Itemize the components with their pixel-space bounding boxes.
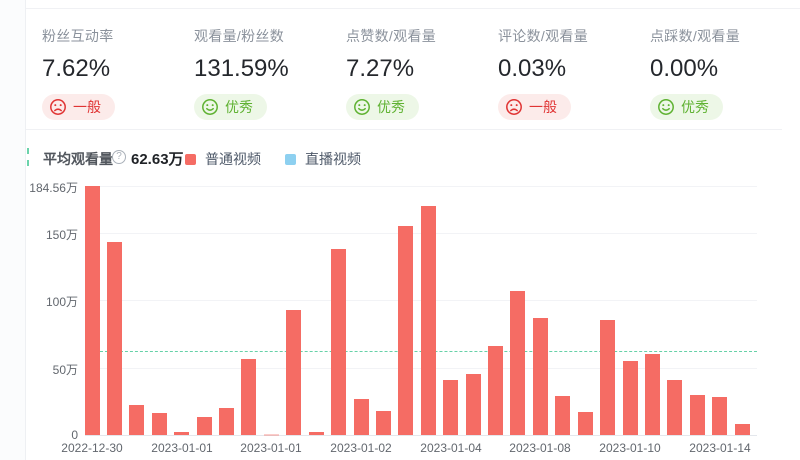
bar[interactable] xyxy=(645,354,660,435)
x-axis-tick-label: 2023-01-08 xyxy=(509,441,571,455)
metric-value: 0.03% xyxy=(498,55,567,82)
legend-item-normal-video[interactable]: 普通视频 xyxy=(185,149,261,169)
metric-card: 评论数/观看量 0.03% 一般 xyxy=(498,26,650,121)
bar[interactable] xyxy=(241,359,256,435)
x-axis-line xyxy=(85,435,757,436)
x-axis-tick-label: 2023-01-14 xyxy=(689,441,751,455)
rating-badge: 优秀 xyxy=(194,94,267,120)
metric-value: 0.00% xyxy=(650,55,719,82)
bar[interactable] xyxy=(533,318,548,435)
gridline xyxy=(85,186,757,187)
panel-top-border xyxy=(26,8,800,9)
metric-card: 点踩数/观看量 0.00% 优秀 xyxy=(650,26,800,121)
bar[interactable] xyxy=(309,432,324,435)
live-video-swatch-icon xyxy=(285,153,296,165)
bar[interactable] xyxy=(712,397,727,435)
x-axis-tick-label: 2023-01-01 xyxy=(240,441,302,455)
metric-value: 7.27% xyxy=(346,55,415,82)
rating-text: 一般 xyxy=(529,99,557,115)
panel-left-border xyxy=(25,0,26,460)
help-icon[interactable] xyxy=(112,150,126,164)
bar[interactable] xyxy=(174,432,189,435)
chart-header: 平均观看量 62.63万 普通视频 直播视频 xyxy=(0,145,800,169)
metric-label: 点踩数/观看量 xyxy=(650,28,740,44)
bar[interactable] xyxy=(510,291,525,435)
metric-label: 粉丝互动率 xyxy=(42,28,114,44)
frowny-face-icon xyxy=(50,99,66,115)
metrics-row: 粉丝互动率 7.62% 一般 观看量/粉丝数 131.59% 优秀 点赞数/观看量 7.27%… xyxy=(42,26,800,121)
frowny-face-icon xyxy=(506,99,522,115)
x-axis-tick-label: 2023-01-10 xyxy=(599,441,661,455)
smiley-face-icon xyxy=(354,99,370,115)
x-axis-tick-label: 2023-01-02 xyxy=(330,441,392,455)
bar[interactable] xyxy=(398,226,413,435)
bar[interactable] xyxy=(578,412,593,435)
rating-text: 优秀 xyxy=(377,99,405,115)
metric-label: 观看量/粉丝数 xyxy=(194,28,284,44)
x-axis-tick-label: 2023-01-01 xyxy=(151,441,213,455)
bar[interactable] xyxy=(129,405,144,435)
metric-label: 评论数/观看量 xyxy=(498,28,588,44)
y-axis-tick-label: 150万 xyxy=(45,228,78,242)
bar[interactable] xyxy=(690,395,705,435)
x-axis-tick-label: 2023-01-04 xyxy=(420,441,482,455)
legend-label: 直播视频 xyxy=(305,151,361,167)
metric-card: 点赞数/观看量 7.27% 优秀 xyxy=(346,26,498,121)
metric-value: 7.62% xyxy=(42,55,111,82)
rating-text: 一般 xyxy=(73,99,101,115)
metric-card: 粉丝互动率 7.62% 一般 xyxy=(42,26,194,121)
y-axis-tick-label: 0 xyxy=(71,428,78,442)
rating-text: 优秀 xyxy=(225,99,253,115)
y-axis-tick-label: 50万 xyxy=(52,363,78,377)
rating-text: 优秀 xyxy=(681,99,709,115)
bar[interactable] xyxy=(286,310,301,435)
bar[interactable] xyxy=(354,399,369,435)
metric-value: 131.59% xyxy=(194,55,289,82)
bar[interactable] xyxy=(667,380,682,435)
bar[interactable] xyxy=(85,186,100,435)
bar[interactable] xyxy=(331,249,346,435)
smiley-face-icon xyxy=(658,99,674,115)
bar[interactable] xyxy=(466,374,481,435)
metric-label: 点赞数/观看量 xyxy=(346,28,436,44)
bar[interactable] xyxy=(421,206,436,435)
section-divider xyxy=(26,129,782,130)
bar[interactable] xyxy=(107,242,122,435)
average-dashed-line-icon xyxy=(27,148,29,166)
rating-badge: 一般 xyxy=(498,94,571,120)
bar[interactable] xyxy=(600,320,615,435)
rating-badge: 优秀 xyxy=(346,94,419,120)
bar[interactable] xyxy=(735,424,750,435)
legend-label: 普通视频 xyxy=(205,151,261,167)
y-axis-tick-label: 100万 xyxy=(45,295,78,309)
bar[interactable] xyxy=(488,346,503,435)
views-bar-chart: 0 50万 100万 150万 184.56万 2022-12-30 2023-01-01 2… xyxy=(0,175,800,460)
average-views-value: 62.63万 xyxy=(131,151,184,168)
bar[interactable] xyxy=(219,408,234,435)
bar[interactable] xyxy=(555,396,570,435)
bar[interactable] xyxy=(264,434,279,436)
normal-video-swatch-icon xyxy=(185,153,196,165)
page-background-strip xyxy=(0,0,25,460)
x-axis-tick-label: 2022-12-30 xyxy=(61,441,123,455)
rating-badge: 一般 xyxy=(42,94,115,120)
bar[interactable] xyxy=(623,361,638,435)
bar[interactable] xyxy=(152,413,167,435)
legend-item-live-video[interactable]: 直播视频 xyxy=(285,149,361,169)
smiley-face-icon xyxy=(202,99,218,115)
metric-card: 观看量/粉丝数 131.59% 优秀 xyxy=(194,26,346,121)
average-views-label: 平均观看量 xyxy=(43,151,113,167)
bar[interactable] xyxy=(197,417,212,435)
bar[interactable] xyxy=(443,380,458,435)
rating-badge: 优秀 xyxy=(650,94,723,120)
bar[interactable] xyxy=(376,411,391,435)
y-axis-tick-label: 184.56万 xyxy=(29,181,78,195)
